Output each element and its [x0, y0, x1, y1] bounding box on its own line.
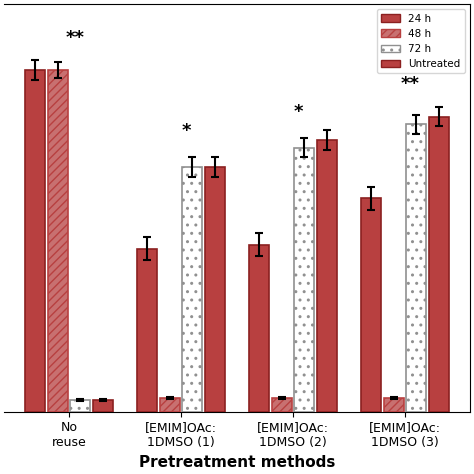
Text: *: * — [182, 122, 191, 140]
Text: **: ** — [65, 29, 84, 47]
Bar — [361, 198, 382, 411]
Bar — [406, 125, 426, 411]
Bar — [204, 167, 225, 411]
X-axis label: Pretreatment methods: Pretreatment methods — [139, 455, 335, 470]
Legend: 24 h, 48 h, 72 h, Untreated: 24 h, 48 h, 72 h, Untreated — [377, 9, 465, 73]
Bar — [249, 245, 270, 411]
Bar — [160, 398, 180, 411]
Text: *: * — [294, 102, 303, 120]
Bar — [272, 398, 292, 411]
Bar — [70, 400, 90, 411]
Bar — [428, 117, 449, 411]
Text: **: ** — [401, 75, 420, 93]
Bar — [294, 148, 314, 411]
Bar — [137, 248, 157, 411]
Bar — [92, 400, 113, 411]
Bar — [48, 70, 68, 411]
Bar — [384, 398, 404, 411]
Bar — [25, 70, 46, 411]
Bar — [317, 140, 337, 411]
Bar — [182, 167, 202, 411]
